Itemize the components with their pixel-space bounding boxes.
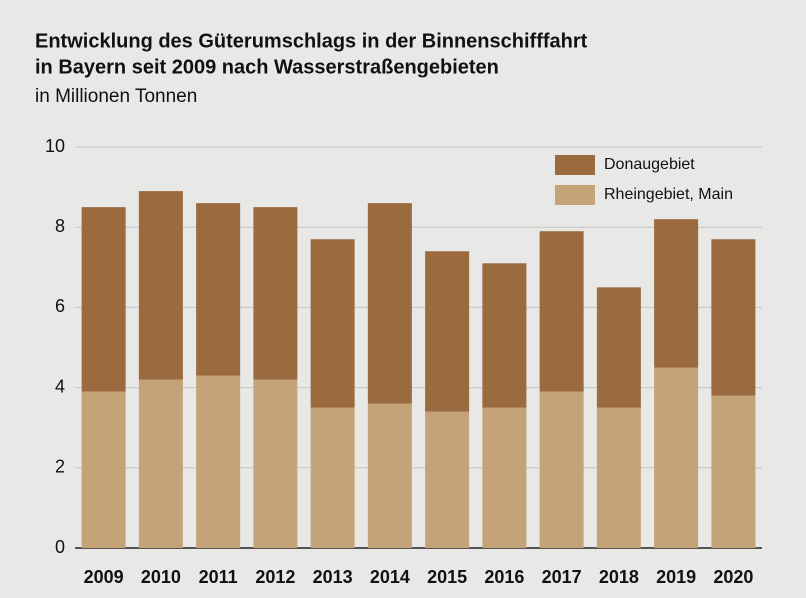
bar-segment	[253, 207, 298, 380]
y-tick-label: 4	[55, 376, 65, 396]
legend-label: Rheingebiet, Main	[604, 186, 733, 203]
bar-segment	[482, 407, 527, 548]
legend-swatch	[555, 185, 595, 205]
bar-segment	[310, 239, 355, 408]
y-tick-label: 10	[45, 136, 65, 156]
bar-segment	[196, 375, 241, 548]
chart-title: in Bayern seit 2009 nach Wasserstraßenge…	[35, 56, 499, 78]
bar-segment	[654, 367, 699, 548]
bar-segment	[138, 379, 183, 548]
x-tick-label: 2019	[656, 567, 696, 587]
x-tick-label: 2013	[313, 567, 353, 587]
bar-segment	[539, 231, 584, 392]
bar-segment	[425, 411, 470, 548]
legend-swatch	[555, 155, 595, 175]
bar-segment	[196, 203, 241, 376]
x-tick-label: 2011	[199, 567, 238, 587]
y-tick-label: 8	[55, 216, 65, 236]
x-tick-label: 2016	[484, 567, 524, 587]
y-tick-label: 0	[55, 537, 65, 557]
bar-segment	[711, 395, 756, 548]
bar-segment	[711, 239, 756, 396]
bar-segment	[81, 391, 126, 548]
bar-segment	[367, 203, 412, 404]
bar-segment	[81, 207, 126, 392]
x-tick-label: 2017	[542, 567, 582, 587]
bar-segment	[596, 287, 641, 408]
x-tick-label: 2014	[370, 567, 410, 587]
x-tick-label: 2015	[427, 567, 467, 587]
x-tick-label: 2018	[599, 567, 639, 587]
x-tick-label: 2012	[255, 567, 295, 587]
x-tick-label: 2009	[84, 567, 124, 587]
bar-segment	[367, 403, 412, 548]
y-tick-label: 2	[55, 457, 65, 477]
chart-title: Entwicklung des Güterumschlags in der Bi…	[35, 30, 588, 52]
bar-segment	[596, 407, 641, 548]
bar-segment	[253, 379, 298, 548]
bar-segment	[539, 391, 584, 548]
y-tick-label: 6	[55, 296, 65, 316]
x-tick-label: 2020	[713, 567, 753, 587]
bar-segment	[425, 251, 470, 412]
bar-segment	[482, 263, 527, 408]
bar-segment	[654, 219, 699, 368]
bar-segment	[310, 407, 355, 548]
x-tick-label: 2010	[141, 567, 181, 587]
bar-segment	[138, 191, 183, 380]
legend-label: Donaugebiet	[604, 156, 695, 173]
chart-subtitle: in Millionen Tonnen	[35, 86, 197, 107]
